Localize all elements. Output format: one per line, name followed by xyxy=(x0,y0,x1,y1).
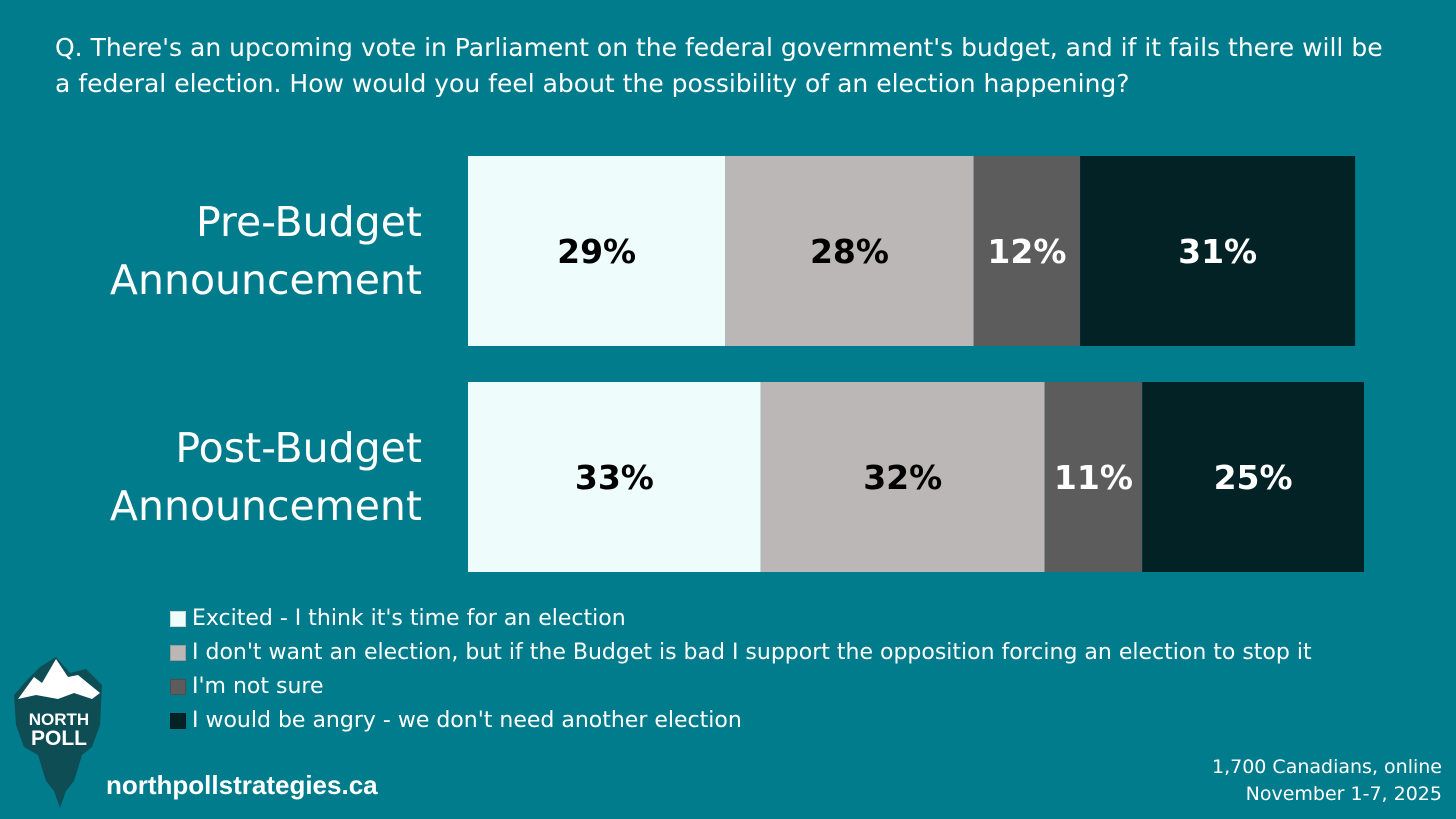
category-label: Post-Budget xyxy=(175,424,422,472)
data-label: 29% xyxy=(557,232,636,271)
question-text: Q. There's an upcoming vote in Parliamen… xyxy=(55,33,1383,98)
category-label: Pre-Budget xyxy=(196,198,422,246)
bar-segment xyxy=(1080,156,1356,346)
data-label: 28% xyxy=(810,232,889,271)
data-label: 32% xyxy=(863,458,942,497)
category-label: Announcement xyxy=(110,256,422,304)
legend-item: I'm not sure xyxy=(170,670,1312,704)
data-label: 12% xyxy=(987,232,1066,271)
sample-info: 1,700 Canadians, online November 1-7, 20… xyxy=(1212,754,1442,808)
bar-segment xyxy=(468,156,726,346)
data-label: 25% xyxy=(1214,458,1293,497)
legend-label: I don't want an election, but if the Bud… xyxy=(192,640,1312,665)
bar-segment xyxy=(1142,382,1364,572)
bar-segment xyxy=(973,156,1081,346)
sample-size: 1,700 Canadians, online xyxy=(1212,756,1442,778)
logo-line1: NORTH xyxy=(29,710,89,729)
bar-segment xyxy=(1044,382,1143,572)
fieldwork-dates: November 1-7, 2025 xyxy=(1245,783,1442,805)
legend-item: Excited - I think it's time for an elect… xyxy=(170,602,1312,636)
iceberg-snowcap-icon xyxy=(18,659,100,699)
logo-line2: POLL xyxy=(31,727,87,750)
legend-label: Excited - I think it's time for an elect… xyxy=(192,606,626,631)
website-link[interactable]: northpollstrategies.ca xyxy=(106,770,378,800)
category-label: Announcement xyxy=(110,482,422,530)
legend-label: I would be angry - we don't need another… xyxy=(192,708,742,733)
legend-item: I don't want an election, but if the Bud… xyxy=(170,636,1312,670)
legend-item: I would be angry - we don't need another… xyxy=(170,704,1312,738)
data-label: 31% xyxy=(1178,232,1257,271)
legend: Excited - I think it's time for an elect… xyxy=(170,602,1312,738)
bar-segment xyxy=(725,156,974,346)
bar-segment xyxy=(468,382,761,572)
legend-swatch xyxy=(170,679,186,695)
legend-label: I'm not sure xyxy=(192,674,324,699)
stacked-bar-chart: Pre-Budget Announcement 29% 28% 12% 31% Post-B… xyxy=(110,156,1364,572)
data-label: 33% xyxy=(575,458,654,497)
legend-swatch xyxy=(170,713,186,729)
legend-swatch xyxy=(170,611,186,627)
data-label: 11% xyxy=(1054,458,1133,497)
north-poll-logo: NORTH POLL xyxy=(14,657,102,808)
legend-swatch xyxy=(170,645,186,661)
bar-segment xyxy=(760,382,1045,572)
